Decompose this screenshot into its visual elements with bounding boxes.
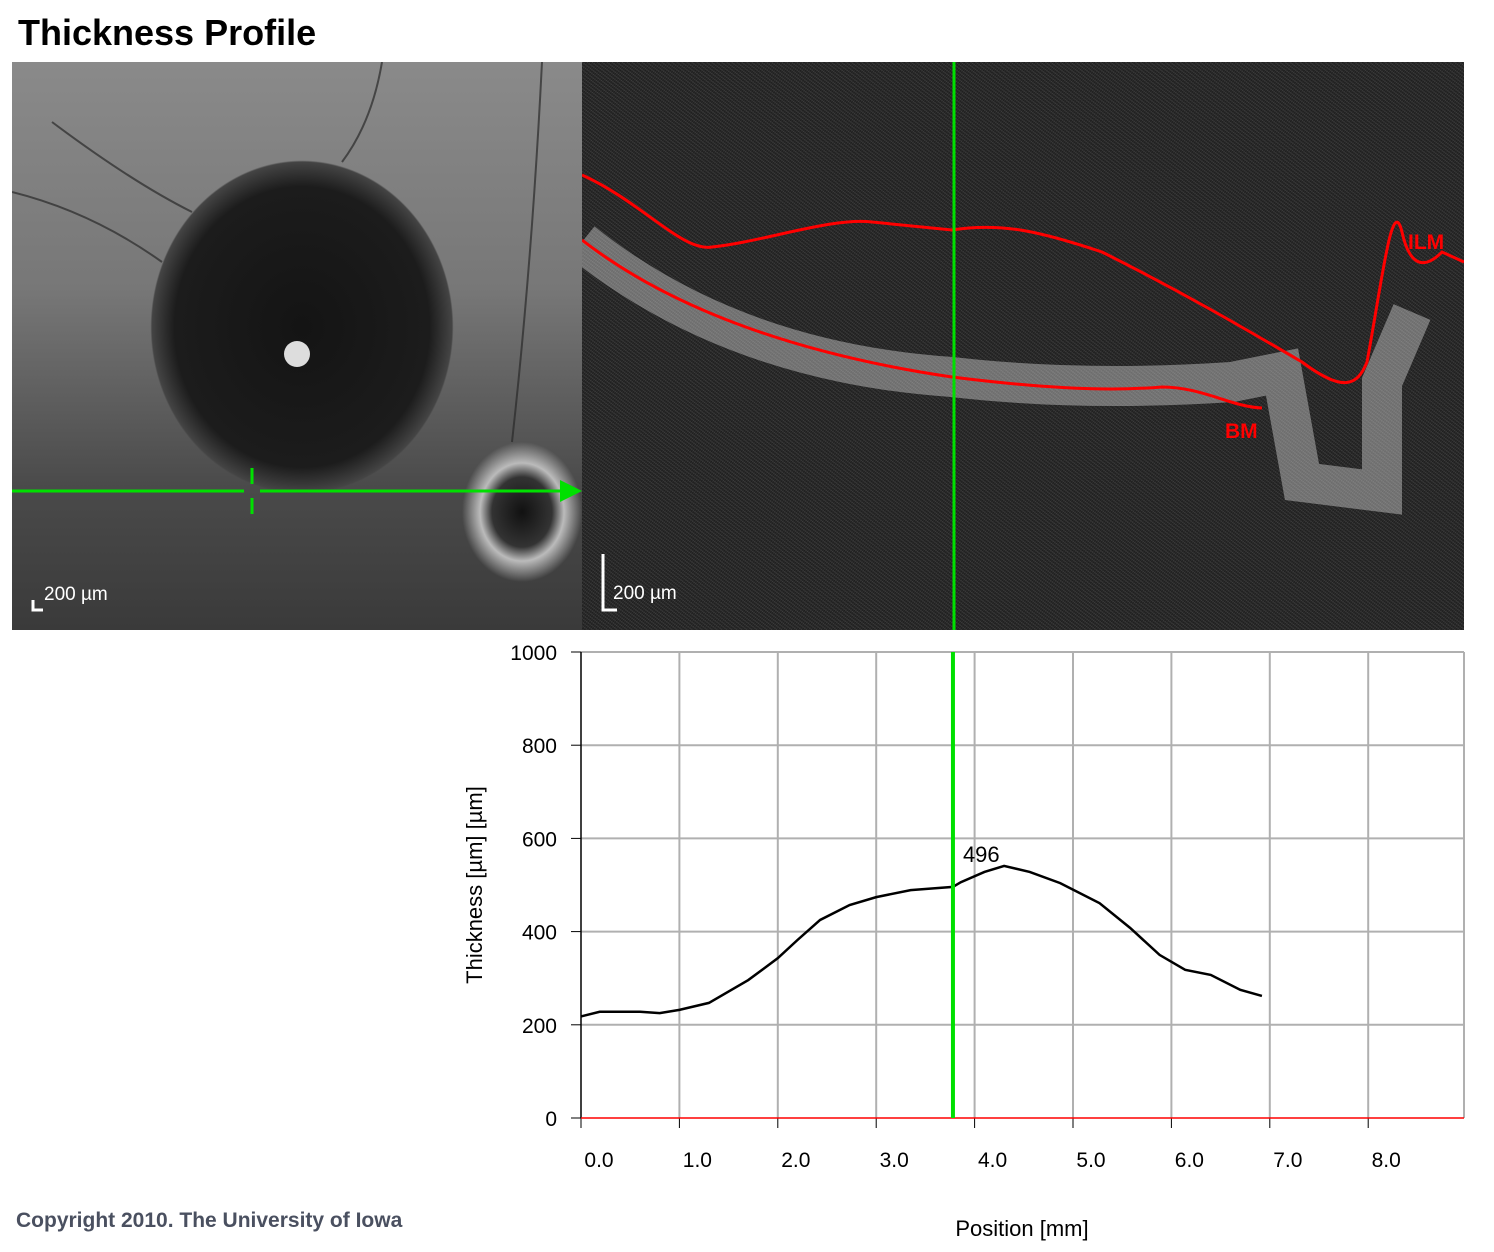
x-tick-label: 6.0 bbox=[1175, 1149, 1204, 1172]
scan-direction-arrow-icon bbox=[560, 480, 582, 502]
y-tick-label: 400 bbox=[522, 922, 557, 945]
copyright-text: Copyright 2010. The University of Iowa bbox=[16, 1209, 403, 1232]
x-tick-label: 5.0 bbox=[1076, 1149, 1105, 1172]
x-tick-label: 7.0 bbox=[1273, 1149, 1302, 1172]
y-tick-label: 0 bbox=[545, 1108, 557, 1131]
oct-scale-bar: 200 µm bbox=[613, 583, 677, 604]
x-tick-label: 2.0 bbox=[781, 1149, 810, 1172]
x-tick-label: 1.0 bbox=[683, 1149, 712, 1172]
x-tick-label: 4.0 bbox=[978, 1149, 1007, 1172]
cursor-value-label: 496 bbox=[963, 842, 1000, 867]
scan-line bbox=[12, 468, 564, 514]
ilm-label: ILM bbox=[1408, 231, 1444, 254]
fundus-scale-bar: 200 µm bbox=[44, 584, 108, 605]
bm-label: BM bbox=[1225, 420, 1258, 443]
page-title: Thickness Profile bbox=[18, 12, 317, 53]
x-tick-label: 0.0 bbox=[584, 1149, 613, 1172]
thickness-series-line bbox=[580, 864, 1263, 1018]
bm-layer-line bbox=[582, 238, 1263, 410]
ilm-layer-line bbox=[582, 173, 1464, 385]
x-tick-label: 8.0 bbox=[1372, 1149, 1401, 1172]
y-axis-label: Thickness [µm] [µm] bbox=[462, 786, 487, 984]
x-tick-label: 3.0 bbox=[880, 1149, 909, 1172]
y-tick-label: 200 bbox=[522, 1015, 557, 1038]
y-tick-label: 800 bbox=[522, 735, 557, 758]
y-tick-label: 1000 bbox=[510, 642, 557, 665]
x-axis-label: Position [mm] bbox=[955, 1216, 1088, 1241]
oct-bscan-image[interactable]: ILM BM 200 µm bbox=[582, 62, 1464, 630]
y-tick-label: 600 bbox=[522, 828, 557, 851]
fundus-image[interactable]: 200 µm bbox=[12, 62, 582, 630]
